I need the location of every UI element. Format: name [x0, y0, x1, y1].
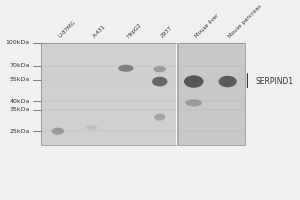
Text: 25kDa: 25kDa	[9, 129, 30, 134]
Text: 35kDa: 35kDa	[9, 107, 30, 112]
Bar	[178, 43, 245, 145]
Ellipse shape	[185, 99, 202, 106]
Ellipse shape	[219, 76, 237, 87]
Text: Z937: Z937	[160, 25, 173, 39]
Text: HepG2: HepG2	[126, 22, 142, 39]
Bar	[178, 43, 245, 145]
Text: SERPIND1: SERPIND1	[256, 77, 294, 86]
Text: 100kDa: 100kDa	[6, 40, 30, 45]
Ellipse shape	[118, 65, 134, 72]
Ellipse shape	[154, 113, 165, 121]
Text: A-431: A-431	[92, 24, 107, 39]
Ellipse shape	[154, 66, 166, 72]
Text: 40kDa: 40kDa	[9, 99, 30, 104]
Ellipse shape	[86, 125, 98, 130]
Bar	[41, 43, 177, 145]
Text: U-87MG: U-87MG	[58, 20, 77, 39]
Text: Mouse pancreas: Mouse pancreas	[228, 4, 263, 39]
Ellipse shape	[184, 75, 203, 88]
Text: Mouse liver: Mouse liver	[194, 13, 219, 39]
Text: 70kDa: 70kDa	[9, 63, 30, 68]
Bar	[41, 43, 177, 145]
Ellipse shape	[152, 77, 167, 86]
Ellipse shape	[52, 128, 64, 135]
Text: 55kDa: 55kDa	[10, 77, 30, 82]
